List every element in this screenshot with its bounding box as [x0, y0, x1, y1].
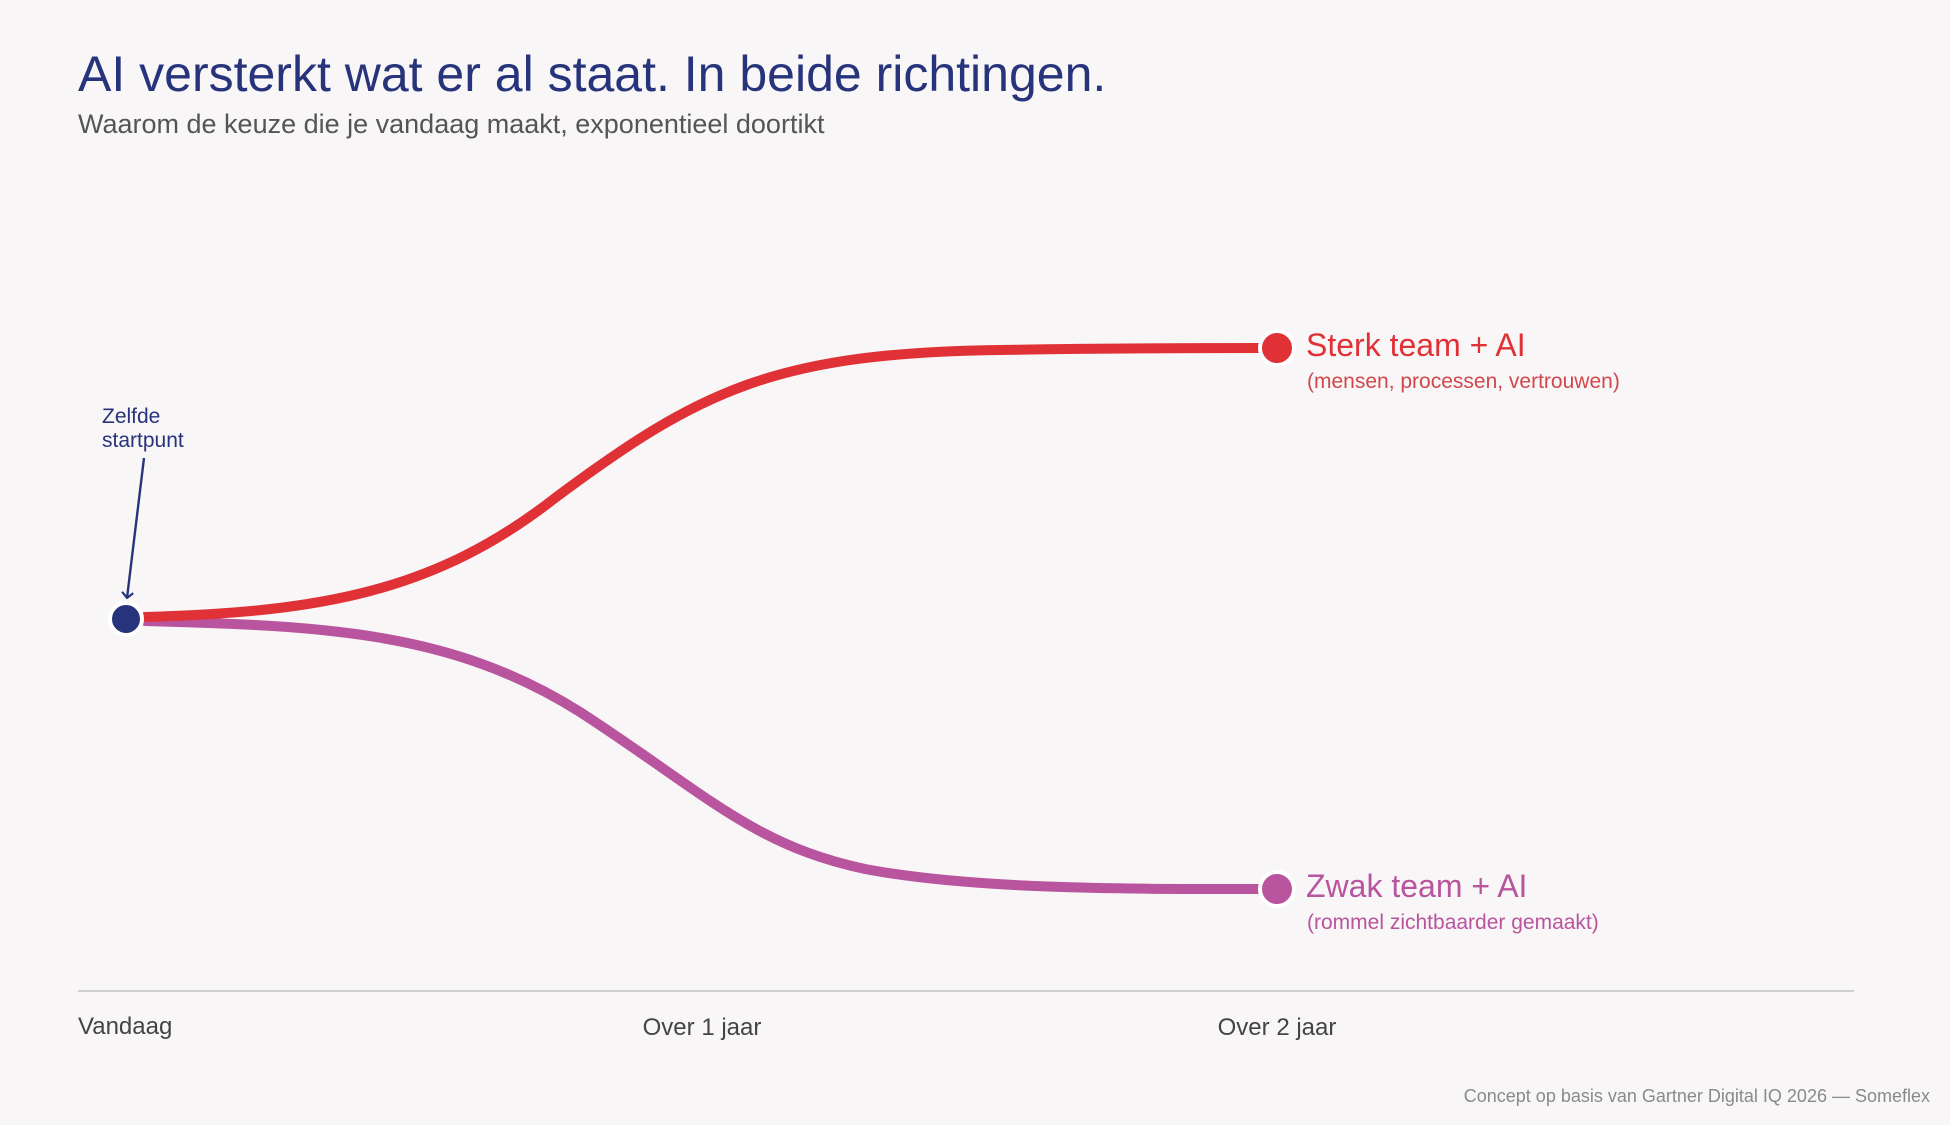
weak-team-sublabel: (rommel zichtbaarder gemaakt) [1307, 911, 1599, 934]
start-annotation-line1: Zelfde [102, 405, 160, 428]
timeline-label-today: Vandaag [78, 1013, 172, 1040]
source-credit: Concept op basis van Gartner Digital IQ … [1463, 1086, 1930, 1106]
strong-team-label: Sterk team + AI [1306, 327, 1526, 363]
strong-team-curve [140, 343, 1267, 622]
chart-title: AI versterkt wat er al staat. In beide r… [78, 46, 1107, 102]
timeline-label-2-years: Over 2 jaar [1218, 1014, 1337, 1041]
start-point-dot [108, 601, 144, 637]
start-annotation-line2: startpunt [102, 429, 184, 452]
weak-team-label: Zwak team + AI [1306, 868, 1527, 904]
weak-team-curve [140, 616, 1267, 895]
strong-team-sublabel: (mensen, processen, vertrouwen) [1307, 370, 1620, 393]
weak-team-endpoint-dot [1258, 870, 1296, 908]
chart-subtitle: Waarom de keuze die je vandaag maakt, ex… [78, 109, 825, 139]
strong-team-endpoint-dot [1258, 329, 1296, 367]
timeline-label-1-year: Over 1 jaar [643, 1014, 762, 1041]
start-annotation-arrow [127, 457, 146, 598]
